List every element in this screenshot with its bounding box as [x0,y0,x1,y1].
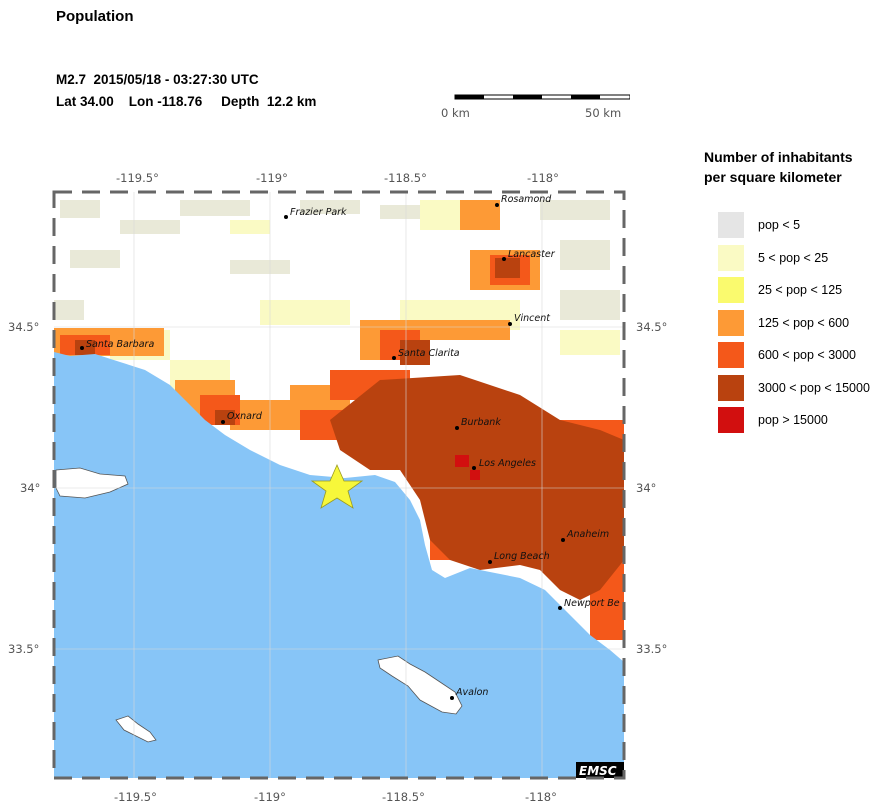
event-location-depth: Lat 34.00 Lon -118.76 Depth 12.2 km [56,94,317,109]
city-dot-los-angeles [472,466,476,470]
credit-label: EMSC [579,764,617,778]
legend-label: 125 < pop < 600 [758,315,850,330]
santa-catalina-island [377,655,463,715]
legend-swatch [718,212,744,238]
san-clemente-island [115,715,157,743]
legend-title-line1: Number of inhabitants [704,149,853,165]
city-dot-anaheim [561,538,565,542]
bottom-tick-1: -119.5° [114,790,157,804]
right-tick-1: 34.5° [636,320,667,334]
city-dot-frazier-park [284,215,288,219]
scale-start-label: 0 km [441,106,470,120]
city-label-newport-beach: Newport Be [564,598,620,609]
scale-bar: 0 km 50 km [441,94,630,120]
legend-title: Number of inhabitants per square kilomet… [704,147,853,187]
city-label-santa-clarita: Santa Clarita [398,348,460,359]
city-label-lancaster: Lancaster [508,249,556,260]
event-magnitude-time: M2.7 2015/05/18 - 03:27:30 UTC [56,72,259,87]
top-axis: -119.5° -119° -118.5° -118° [116,171,559,185]
city-dot-vincent [508,322,512,326]
city-label-anaheim: Anaheim [566,529,609,540]
city-dot-santa-barbara [80,346,84,350]
city-dot-long-beach [488,560,492,564]
legend-swatch [718,277,744,303]
city-label-long-beach: Long Beach [494,551,550,562]
city-label-burbank: Burbank [461,417,501,428]
right-tick-3: 33.5° [636,642,667,656]
legend-swatch [718,342,744,368]
city-dot-santa-clarita [392,356,396,360]
bottom-tick-4: -118° [525,790,557,804]
city-dot-rosamond [495,203,499,207]
legend-swatch [718,244,744,271]
legend-title-line2: per square kilometer [704,169,842,185]
credit-box [576,762,624,778]
top-tick-4: -118° [527,171,559,185]
city-label-frazier-park: Frazier Park [290,207,347,218]
city-label-avalon: Avalon [455,687,488,698]
city-label-los-angeles: Los Angeles [479,458,536,469]
very-high-density-areas [75,258,624,600]
legend-swatch [718,407,744,433]
right-axis: 34.5° 34° 33.5° [636,320,667,656]
left-axis: 34.5° 34° 33.5° [8,320,40,656]
epicenter-star-icon [310,464,364,509]
city-dot-oxnard [221,420,225,424]
extreme-density-areas [455,455,480,480]
city-label-vincent: Vincent [514,313,551,324]
legend-label: pop > 15000 [758,413,828,427]
left-tick-1: 34.5° [8,320,39,334]
legend-label: 600 < pop < 3000 [758,348,857,362]
legend-swatch [718,374,744,401]
graticule [54,192,624,778]
map-frame [52,190,626,780]
left-tick-2: 34° [20,481,40,495]
city-markers: Frazier Park Rosamond Lancaster Vincent … [80,194,620,700]
city-label-rosamond: Rosamond [501,194,552,205]
top-tick-3: -118.5° [384,171,427,185]
top-tick-1: -119.5° [116,171,159,185]
bottom-axis: -119.5° -119° -118.5° -118° [114,790,557,804]
city-dot-newport-beach [558,606,562,610]
right-tick-2: 34° [636,481,656,495]
city-label-oxnard: Oxnard [227,411,263,422]
left-tick-3: 33.5° [8,642,39,656]
city-dot-burbank [455,426,459,430]
city-dot-avalon [450,696,454,700]
top-tick-2: -119° [256,171,288,185]
bottom-tick-3: -118.5° [382,790,425,804]
scale-end-label: 50 km [585,106,621,120]
bottom-tick-2: -119° [254,790,286,804]
ocean [54,352,624,778]
legend-label: 25 < pop < 125 [758,283,843,297]
legend-label: pop < 5 [758,218,801,232]
legend-swatch [718,309,744,336]
legend-label: 3000 < pop < 15000 [758,380,870,395]
page-title: Population [56,8,134,25]
city-label-santa-barbara: Santa Barbara [86,339,154,350]
city-dot-lancaster [502,257,506,261]
legend-label: 5 < pop < 25 [758,250,829,265]
